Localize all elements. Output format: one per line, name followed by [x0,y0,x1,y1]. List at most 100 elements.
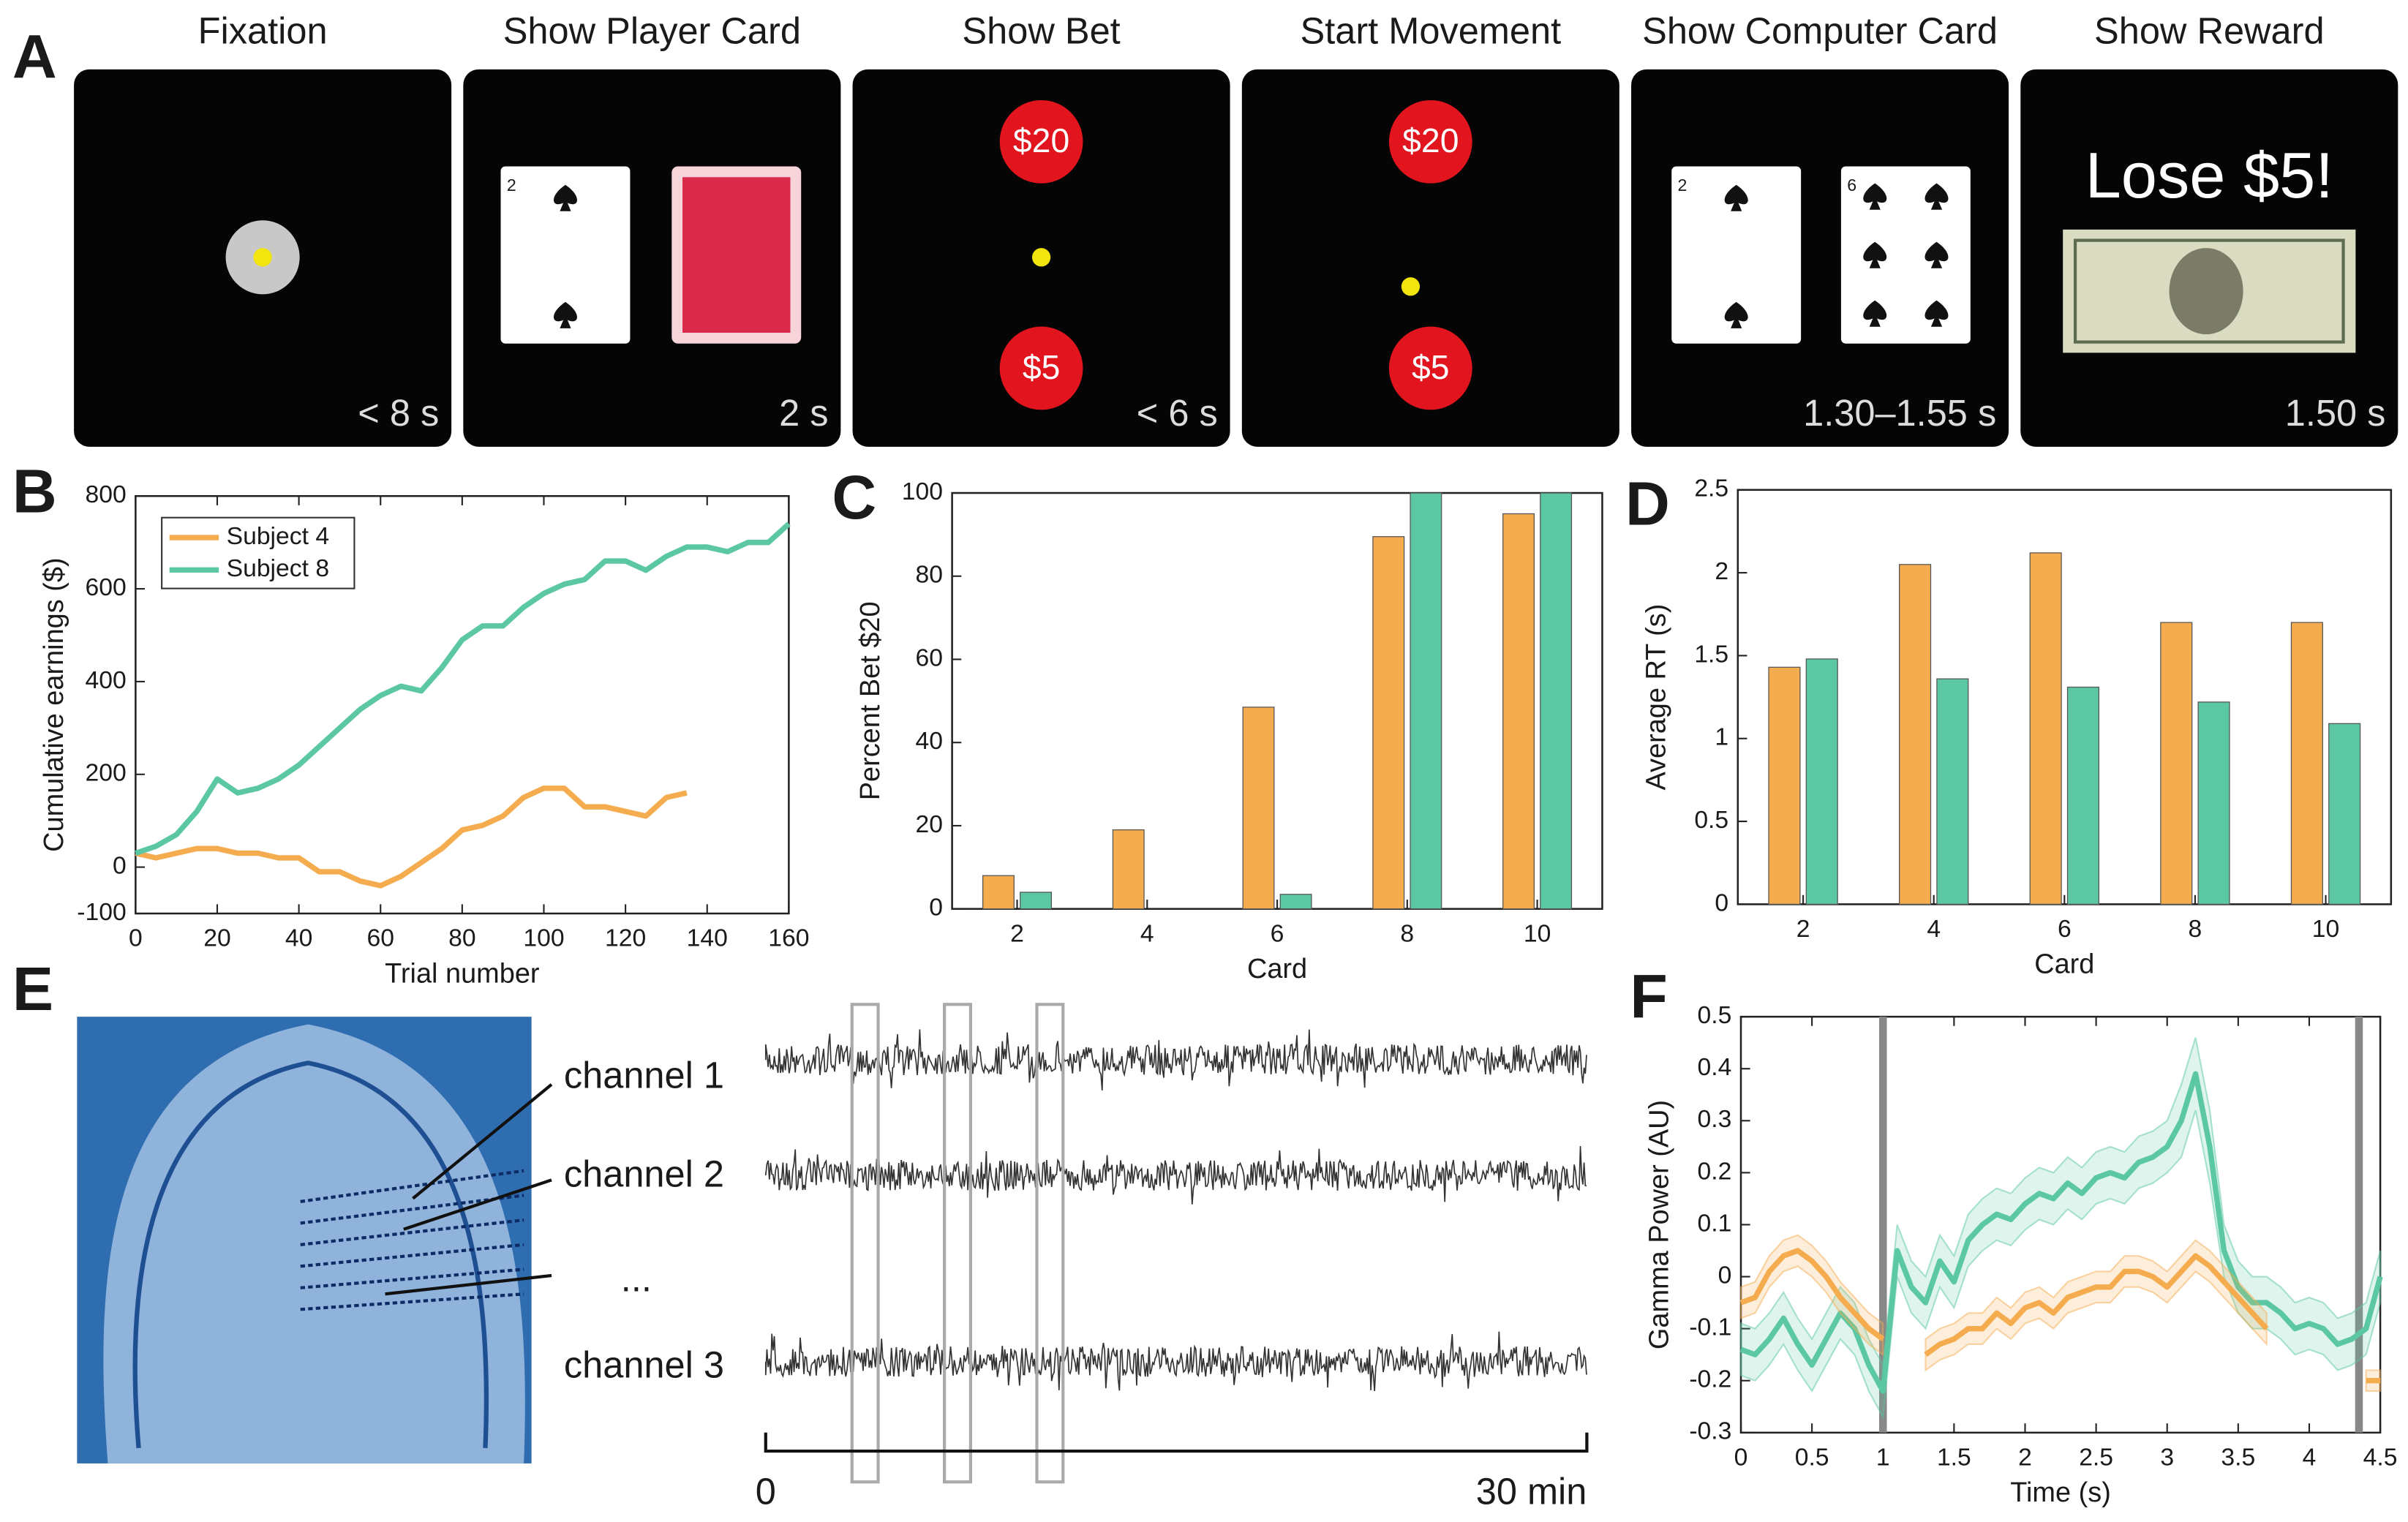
x-tick-label: 2 [1010,920,1024,947]
bar [1936,678,1969,905]
panel-label: C [832,463,876,532]
y-tick-label: 60 [916,644,943,671]
task-screen: 1.30–1.55 s 2 6 [1631,69,2009,447]
step-title: Start Movement [1300,10,1561,52]
x-tick-label: 1.5 [1937,1444,1971,1472]
series-line [135,521,791,856]
channel-label: channel 3 [564,1344,724,1386]
step-duration: < 8 s [358,392,439,434]
electrode [300,1218,524,1246]
y-tick-label: -0.2 [1689,1366,1731,1393]
bet-label: $5 [1023,348,1061,386]
electrode [300,1194,524,1225]
step-duration: 1.50 s [2285,392,2386,434]
bar [1279,894,1312,910]
task-screen: $20 $5 [1241,69,1619,447]
task-screen: < 6 s $20 $5 [852,69,1230,447]
bet-label: $20 [1013,121,1069,159]
x-tick-label: 8 [1400,920,1414,947]
y-tick-label: 1.5 [1694,641,1728,668]
bar [2160,622,2193,905]
chart: 0 20 40 60 80 100 Card Percent Bet $20 2 4 6 8 10 [855,478,1603,984]
bar [1242,707,1275,910]
spade [1924,183,1949,210]
bar [2290,622,2323,905]
screen [1241,69,1619,447]
y-tick-label: 0 [1715,889,1728,916]
spade [1924,300,1949,327]
time-scale [764,1432,1589,1453]
bar [1502,513,1535,910]
step-title: Fixation [198,10,328,52]
x-tick-label: 100 [523,925,564,952]
recording-panel: channel 1 channel 2... channel 3 0 30 min [77,1003,1589,1512]
xray-head [103,1024,525,1463]
y-tick-label: 600 [85,574,126,601]
bet-chip [999,99,1083,184]
fixation-dot [1401,277,1421,296]
y-axis-label: Average RT (s) [1641,604,1671,791]
x-axis-label: Card [2034,949,2094,980]
spade [1924,241,1949,268]
bar [1768,666,1801,905]
x-tick-label: 6 [1271,920,1284,947]
y-axis-label: Cumulative earnings ($) [39,557,69,851]
spade [553,301,577,328]
card [500,166,631,344]
step-duration: 1.30–1.55 s [1803,392,1996,434]
x-tick-label: 0 [1734,1444,1748,1472]
y-tick-label: 100 [902,478,943,505]
y-tick-label: 0.5 [1694,807,1728,834]
y-tick-label: 0.2 [1698,1158,1732,1185]
y-tick-label: 0.1 [1698,1210,1732,1237]
electrode [300,1169,524,1203]
error-band [1739,1037,2382,1420]
y-tick-label: 0.5 [1698,1002,1732,1029]
fixation-dot [1031,248,1051,267]
bill-portrait [2169,248,2243,335]
legend-label: Subject 8 [227,555,329,582]
panel-label: B [12,456,57,525]
y-tick-label: 200 [85,760,126,787]
channel-label: channel 2 [564,1153,724,1195]
x-tick-label: 1 [1876,1444,1890,1472]
y-tick-label: 0 [113,853,127,880]
bet-chip [999,326,1083,410]
spade [1724,301,1748,328]
scale-start: 0 [756,1470,776,1512]
bar [1540,492,1573,910]
y-tick-label: 0 [929,894,943,922]
x-tick-label: 6 [2058,916,2072,943]
eeg-trace [764,1331,1587,1392]
panel-label: A [12,23,57,91]
x-tick-label: 2.5 [2079,1444,2113,1472]
bet-label: $20 [1402,121,1459,159]
card [1840,166,1971,344]
eeg-trace [764,1146,1587,1205]
fixation-dot [253,248,272,267]
electrode [300,1267,524,1289]
y-tick-label: 80 [916,562,943,589]
y-tick-label: -0.1 [1689,1314,1731,1341]
y-tick-label: 0.3 [1698,1106,1732,1133]
y-tick-label: -100 [77,899,126,926]
y-tick-label: 400 [85,667,126,694]
x-tick-label: 4 [1927,916,1941,943]
bar [1020,892,1053,910]
y-tick-label: 2 [1715,558,1728,585]
x-tick-label: 8 [2189,916,2202,943]
y-axis-label: Percent Bet $20 [855,601,886,800]
plot-frame [1739,1015,2382,1434]
x-tick-label: 120 [605,925,646,952]
electrode [300,1292,524,1311]
card [1671,166,1802,344]
channel-label: ... [621,1258,652,1300]
card-index: 6 [1847,176,1856,195]
spade [1863,183,1887,210]
x-tick-label: 2 [2018,1444,2032,1472]
bar [982,875,1015,910]
x-axis-label: Time (s) [2010,1477,2111,1508]
x-tick-label: 3 [2160,1444,2174,1472]
x-tick-label: 0 [129,925,143,952]
panel-label: F [1630,962,1667,1031]
